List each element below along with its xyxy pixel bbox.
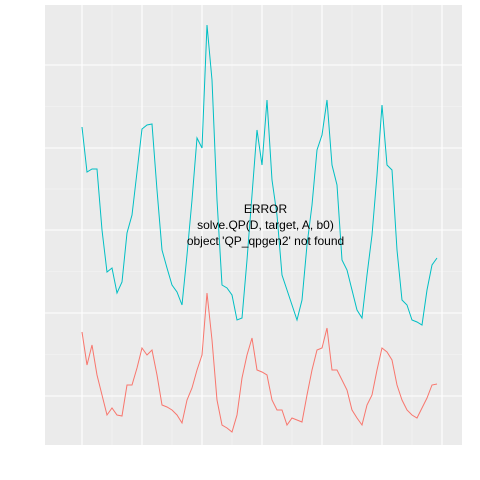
error-message: solve.QP(D, target, A, b0) xyxy=(197,218,334,232)
series-line xyxy=(81,24,438,326)
panel-background xyxy=(45,5,462,445)
error-message: ERROR xyxy=(244,202,288,216)
error-message: object 'QP_qpgen2' not found xyxy=(187,234,344,248)
series-line xyxy=(81,292,438,433)
